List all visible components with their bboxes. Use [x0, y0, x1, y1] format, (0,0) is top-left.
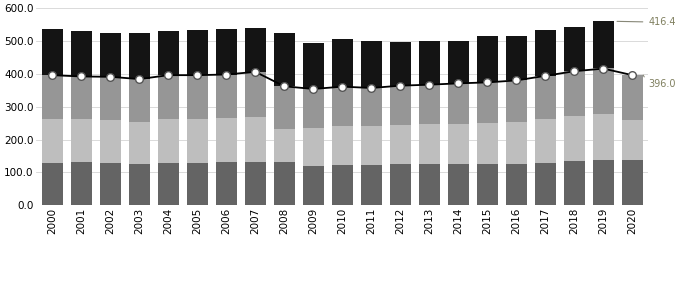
Bar [534, 162, 556, 205]
Bar [505, 122, 527, 164]
Bar [390, 42, 411, 86]
Bar [273, 86, 295, 129]
Bar [41, 162, 63, 205]
Text: 396.0: 396.0 [643, 75, 676, 89]
Bar [186, 162, 208, 205]
Bar [418, 85, 440, 124]
Bar [41, 75, 63, 119]
Bar [447, 164, 469, 205]
Bar [622, 121, 643, 160]
Bar [71, 31, 92, 76]
Bar [390, 164, 411, 205]
Bar [99, 164, 121, 205]
Bar [273, 129, 295, 162]
Bar [129, 79, 150, 122]
Bar [273, 33, 295, 86]
Bar [41, 29, 63, 75]
Bar [129, 122, 150, 164]
Bar [129, 164, 150, 205]
Bar [505, 164, 527, 205]
Bar [332, 126, 354, 165]
Bar [447, 84, 469, 124]
Bar [505, 36, 527, 80]
Bar [245, 162, 267, 205]
Bar [303, 43, 324, 89]
Bar [245, 117, 267, 162]
Bar [622, 160, 643, 205]
Bar [216, 29, 237, 74]
Bar [360, 88, 382, 126]
Bar [534, 76, 556, 119]
Bar [245, 72, 267, 117]
Bar [447, 124, 469, 164]
Bar [245, 28, 267, 72]
Bar [534, 119, 556, 162]
Bar [216, 162, 237, 205]
Bar [390, 86, 411, 125]
Bar [564, 27, 585, 71]
Bar [303, 128, 324, 166]
Bar [216, 118, 237, 162]
Bar [99, 120, 121, 164]
Bar [477, 123, 498, 164]
Bar [477, 82, 498, 123]
Bar [360, 126, 382, 165]
Bar [418, 41, 440, 85]
Bar [564, 71, 585, 116]
Bar [418, 164, 440, 205]
Bar [592, 114, 614, 160]
Bar [216, 74, 237, 118]
Bar [477, 164, 498, 205]
Bar [273, 162, 295, 205]
Bar [447, 41, 469, 84]
Bar [360, 41, 382, 88]
Bar [332, 39, 354, 87]
Bar [332, 87, 354, 126]
Bar [71, 76, 92, 119]
Bar [158, 119, 180, 162]
Bar [592, 21, 614, 68]
Bar [186, 75, 208, 119]
Bar [505, 80, 527, 122]
Bar [332, 165, 354, 205]
Bar [158, 162, 180, 205]
Bar [418, 124, 440, 164]
Bar [592, 160, 614, 205]
Bar [71, 162, 92, 205]
Bar [477, 36, 498, 82]
Bar [564, 116, 585, 161]
Bar [303, 89, 324, 128]
Bar [564, 161, 585, 205]
Bar [186, 119, 208, 162]
Bar [390, 125, 411, 164]
Bar [622, 75, 643, 121]
Bar [534, 30, 556, 76]
Bar [186, 30, 208, 75]
Bar [592, 68, 614, 114]
Bar [41, 119, 63, 162]
Bar [158, 31, 180, 75]
Bar [158, 75, 180, 119]
Bar [99, 33, 121, 77]
Bar [99, 77, 121, 120]
Bar [303, 166, 324, 205]
Bar [129, 33, 150, 79]
Bar [360, 165, 382, 205]
Text: 416.4: 416.4 [617, 17, 676, 27]
Bar [71, 119, 92, 162]
